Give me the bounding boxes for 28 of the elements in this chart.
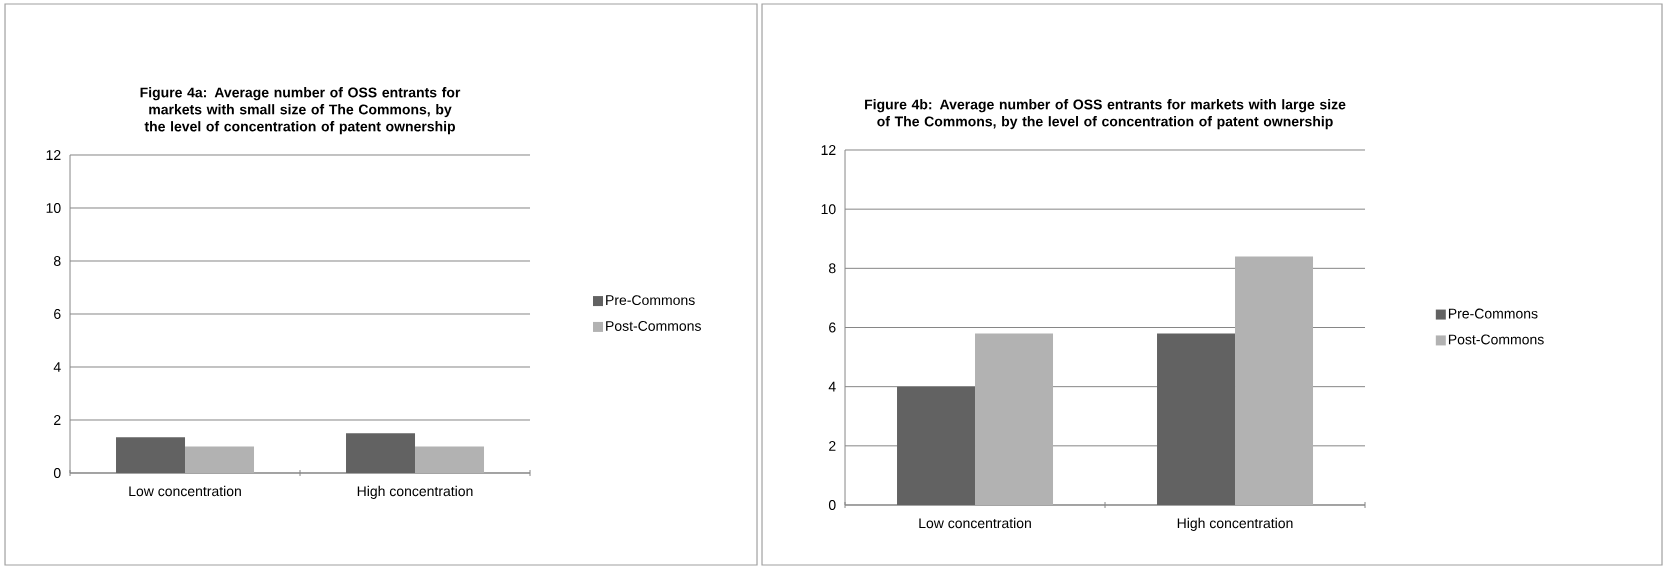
y-tick-label: 0 bbox=[828, 500, 836, 510]
bar bbox=[975, 333, 1054, 505]
legend-label: Pre-Commons bbox=[1448, 308, 1538, 319]
x-tick-label: Low concentration bbox=[129, 485, 241, 497]
y-tick-label: 2 bbox=[54, 415, 61, 425]
y-tick-label: 2 bbox=[829, 440, 836, 451]
legend-label: Pre-Commons bbox=[606, 295, 695, 306]
bar bbox=[1157, 333, 1236, 505]
x-tick-label: High concentration bbox=[357, 485, 473, 499]
y-tick-label: 4 bbox=[53, 362, 61, 372]
y-tick-label: 4 bbox=[828, 381, 836, 392]
chart-title: Figure 4b: Average number of OSS entrants for markets with large size of The Commons, by the level of concentration of patent ownership bbox=[865, 99, 1346, 130]
y-tick-label: 6 bbox=[829, 322, 836, 333]
x-tick-label: Low concentration bbox=[919, 517, 1031, 529]
y-tick-label: 6 bbox=[54, 309, 61, 319]
bar bbox=[1235, 256, 1314, 505]
y-tick-label: 10 bbox=[46, 203, 61, 213]
y-tick-label: 8 bbox=[53, 256, 61, 266]
chart-title: Figure 4a: Average number of OSS entrants for markets with small size of The Commons, by the level of concentration of patent ownership bbox=[140, 87, 461, 135]
bar bbox=[897, 386, 976, 505]
x-tick-label: High concentration bbox=[1177, 517, 1293, 531]
legend-label: Post-Commons bbox=[1448, 334, 1544, 345]
y-tick-label: 8 bbox=[828, 263, 836, 274]
y-tick-label: 12 bbox=[46, 150, 61, 160]
y-tick-label: 12 bbox=[821, 145, 836, 155]
legend-label: Post-Commons bbox=[606, 320, 701, 331]
y-tick-label: 0 bbox=[53, 468, 61, 478]
y-tick-label: 10 bbox=[821, 204, 836, 215]
